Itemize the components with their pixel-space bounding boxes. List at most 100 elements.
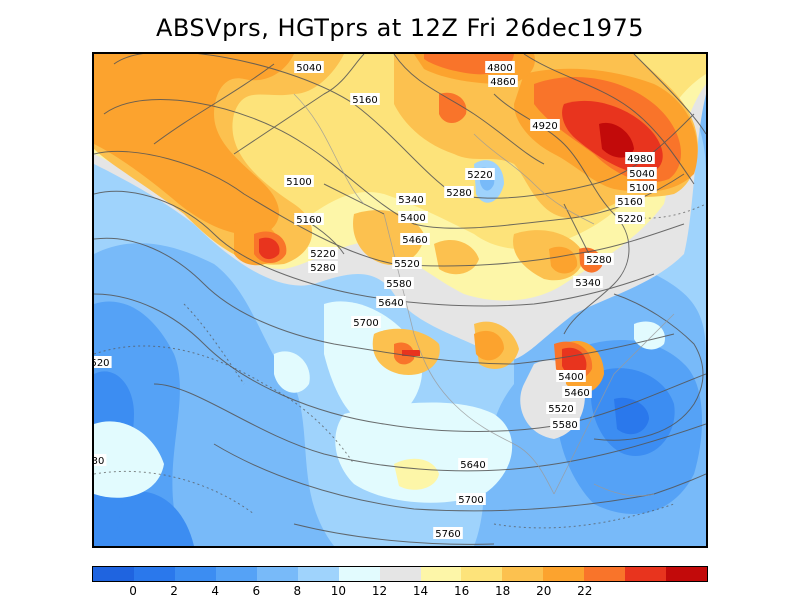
chart-title: ABSVprs, HGTprs at 12Z Fri 26dec1975: [155, 14, 645, 42]
colorbar-tick-label: 18: [495, 584, 511, 598]
colorbar-tick-label: 2: [170, 584, 178, 598]
colorbar-tick-label: 20: [536, 584, 552, 598]
colorbar-segment: [93, 567, 134, 581]
contour-label-box: [615, 195, 645, 207]
colorbar-segment: [502, 567, 544, 581]
contour-label: 5460: [564, 388, 589, 399]
contour-label: 5160: [352, 95, 377, 106]
contour-label: 5280: [310, 263, 335, 274]
contour-label: 5280: [446, 188, 471, 199]
colorbar-tick-label: 14: [412, 584, 429, 598]
colorbar-tick-label: 6: [252, 584, 261, 598]
contour-label-box: [433, 527, 463, 539]
contour-label: 5160: [296, 215, 321, 226]
contour-label-box: [94, 454, 107, 466]
colorbar-segment: [215, 567, 257, 581]
contour-label: 5040: [629, 169, 654, 180]
colorbar-tick-label: 16: [453, 584, 470, 598]
contour-label-box: [396, 193, 426, 205]
contour-label: 4980: [627, 154, 652, 165]
contour-label: 5640: [460, 460, 485, 471]
contour-label: 5220: [617, 214, 642, 225]
colorbar: [92, 566, 708, 582]
contour-label-box: [94, 356, 112, 368]
colorbar-tick-label: 4: [211, 584, 219, 598]
contour-label-box: [398, 211, 428, 223]
contour-label: 5040: [296, 63, 321, 74]
colorbar-segment: [338, 567, 380, 581]
contour-label-box: [350, 93, 380, 105]
contour-label: 5580: [386, 279, 411, 290]
contour-label-box: [392, 257, 422, 269]
contour-label-box: [584, 253, 614, 265]
contour-label-box: [627, 181, 657, 193]
contour-label-box: [485, 61, 515, 73]
contour-label-box: [550, 418, 580, 430]
contour-label-box: [444, 186, 474, 198]
colorbar-segment: [625, 567, 667, 581]
contour-label-box: [465, 168, 495, 180]
contour-label-box: [384, 277, 414, 289]
contour-label-box: [488, 75, 518, 87]
contour-label: 5220: [467, 170, 492, 181]
colorbar-tick-label: 22: [577, 584, 593, 598]
contour-label: 5340: [575, 278, 600, 289]
contour-label-box: [351, 316, 381, 328]
map-canvas: 5040 4800 4860 5160 4920 4980 5040 5100 5160 5220…: [94, 54, 706, 546]
contour-label: 5580: [552, 420, 577, 431]
colorbar-tick-label: 0: [129, 584, 137, 598]
contour-label: 5220: [310, 249, 335, 260]
colorbar-tick-label: 10: [330, 584, 347, 598]
contour-label: 4920: [532, 121, 557, 132]
contour-label: 5700: [353, 318, 378, 329]
contour-label-box: [308, 247, 338, 259]
contour-label-box: [562, 386, 592, 398]
contour-label: 5520: [394, 259, 419, 270]
contour-label: 5400: [558, 372, 583, 383]
contour-label-box: [376, 296, 406, 308]
contour-label-box: [556, 370, 586, 382]
contour-label: 5640: [378, 298, 403, 309]
contour-label: 5760: [435, 529, 460, 540]
contour-label-box: [294, 61, 324, 73]
colorbar-segment: [133, 567, 175, 581]
colorbar-segment: [666, 567, 708, 581]
contour-label: 4800: [487, 63, 512, 74]
colorbar-segment: [297, 567, 339, 581]
contour-label-box: [530, 119, 560, 131]
contour-label-box: [456, 493, 486, 505]
colorbar-segment: [420, 567, 462, 581]
contour-label-box: [627, 167, 657, 179]
contour-label-box: [458, 458, 488, 470]
contour-label: 30: [94, 456, 104, 467]
contour-labels: 5040 4800 4860 5160 4920 4980 5040 5100 5160 5220…: [94, 61, 657, 540]
contour-label-box: [294, 213, 324, 225]
map-plot: 5040 4800 4860 5160 4920 4980 5040 5100 5160 5220…: [92, 52, 708, 548]
contour-label: 4860: [490, 77, 515, 88]
colorbar-segment: [584, 567, 626, 581]
contour-label: 5700: [458, 495, 483, 506]
colorbar-segment: [543, 567, 585, 581]
contour-label: 5340: [398, 195, 423, 206]
contour-label: 520: [94, 358, 110, 369]
contour-label-box: [546, 402, 576, 414]
colorbar-tick-label: 8: [293, 584, 302, 598]
contour-label-box: [615, 212, 645, 224]
contour-label-box: [400, 233, 430, 245]
contour-label-box: [573, 276, 603, 288]
contour-label-box: [284, 175, 314, 187]
contour-label: 5280: [586, 255, 611, 266]
contour-label-box: [308, 261, 338, 273]
contour-label: 5160: [617, 197, 642, 208]
contour-label: 5100: [629, 183, 654, 194]
colorbar-tick-label: 12: [371, 584, 388, 598]
colorbar-segment: [256, 567, 298, 581]
contour-label-box: [625, 152, 655, 164]
contour-label: 5100: [286, 177, 311, 188]
contour-label: 5520: [548, 404, 573, 415]
colorbar-segment: [461, 567, 503, 581]
contour-label: 5460: [402, 235, 427, 246]
colorbar-segment: [174, 567, 216, 581]
colorbar-segment: [379, 567, 421, 581]
contour-label: 5400: [400, 213, 425, 224]
